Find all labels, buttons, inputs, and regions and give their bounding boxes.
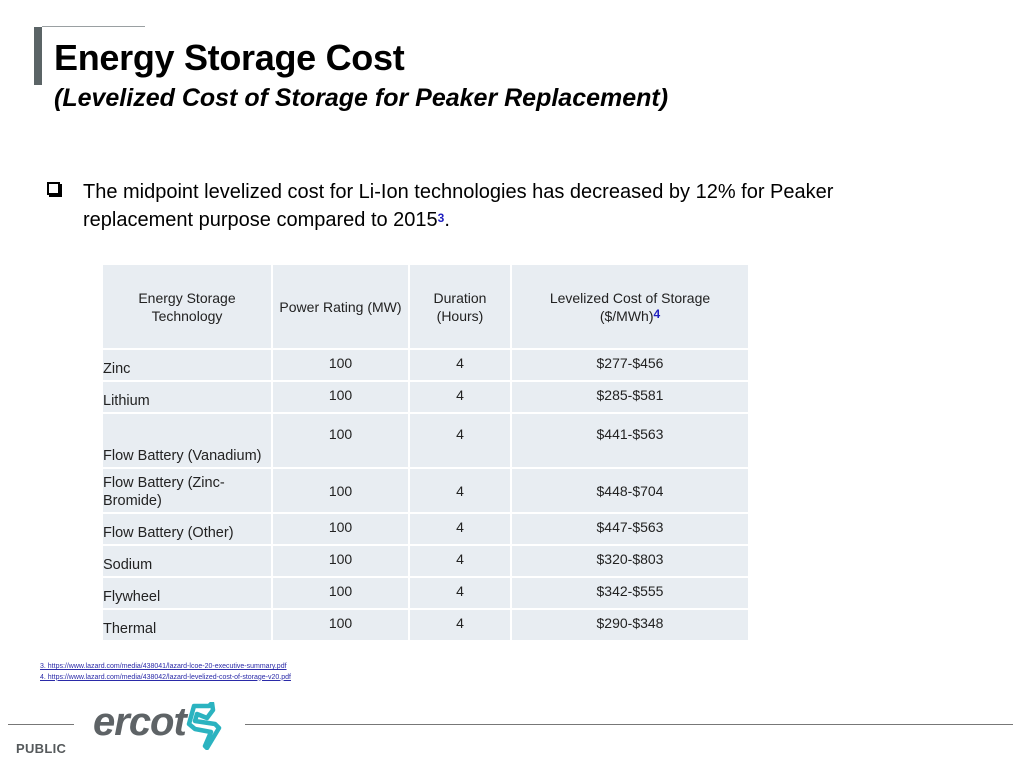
cell-lcos: $320-$803 xyxy=(512,546,748,576)
header-power-rating: Power Rating (MW) xyxy=(273,265,408,348)
lcos-table: Energy Storage Technology Power Rating (… xyxy=(101,263,750,642)
header-duration-label: Duration (Hours) xyxy=(433,289,487,324)
cell-technology: Lithium xyxy=(103,382,271,412)
cell-lcos: $285-$581 xyxy=(512,382,748,412)
cell-lcos: $277-$456 xyxy=(512,350,748,380)
footer-divider-left xyxy=(8,724,74,725)
footnotes: 3. https://www.lazard.com/media/438041/l… xyxy=(40,662,291,683)
cell-lcos: $447-$563 xyxy=(512,514,748,544)
cell-technology: Flow Battery (Other) xyxy=(103,514,271,544)
cell-technology: Sodium xyxy=(103,546,271,576)
cell-technology: Thermal xyxy=(103,610,271,640)
cell-lcos: $441-$563 xyxy=(512,414,748,467)
footnote-ref-4[interactable]: 4 xyxy=(653,306,661,321)
cell-duration: 4 xyxy=(410,382,510,412)
footnote-ref-3[interactable]: 3 xyxy=(437,211,445,225)
cell-duration: 4 xyxy=(410,514,510,544)
bullet-body: The midpoint levelized cost for Li-Ion t… xyxy=(83,181,834,231)
header-duration: Duration (Hours) xyxy=(410,265,510,348)
cell-technology: Flow Battery (Vanadium) xyxy=(103,414,271,467)
cell-duration: 4 xyxy=(410,578,510,608)
cell-lcos: $290-$348 xyxy=(512,610,748,640)
header-lcos-text: Levelized Cost of Storage ($/MWh) xyxy=(549,289,711,324)
cell-technology: Zinc xyxy=(103,350,271,380)
ercot-logo-text: ercot xyxy=(93,700,187,744)
cell-lcos: $448-$704 xyxy=(512,469,748,512)
cell-duration: 4 xyxy=(410,546,510,576)
header-lcos: Levelized Cost of Storage ($/MWh)4 xyxy=(512,265,748,348)
cell-lcos: $342-$555 xyxy=(512,578,748,608)
table-row: Thermal 100 4 $290-$348 xyxy=(103,610,748,640)
title-accent-line xyxy=(42,26,145,27)
table-row: Flow Battery (Other) 100 4 $447-$563 xyxy=(103,514,748,544)
hollow-square-bullet-icon xyxy=(47,182,60,195)
table-row: Zinc 100 4 $277-$456 xyxy=(103,350,748,380)
page-title: Energy Storage Cost xyxy=(54,37,405,78)
classification-label: PUBLIC xyxy=(16,741,67,756)
header-technology: Energy Storage Technology xyxy=(103,265,271,348)
header-lcos-label: Levelized Cost of Storage ($/MWh)4 xyxy=(540,289,720,325)
table-row: Flow Battery (Vanadium) 100 4 $441-$563 xyxy=(103,414,748,467)
cell-power: 100 xyxy=(273,514,408,544)
cell-technology: Flow Battery (Zinc-Bromide) xyxy=(103,469,271,512)
cell-power: 100 xyxy=(273,350,408,380)
bullet-text: The midpoint levelized cost for Li-Ion t… xyxy=(83,178,883,234)
cell-power: 100 xyxy=(273,546,408,576)
table-header-row: Energy Storage Technology Power Rating (… xyxy=(103,265,748,348)
title-accent-bar xyxy=(34,27,42,85)
table-row: Flywheel 100 4 $342-$555 xyxy=(103,578,748,608)
header-technology-label: Energy Storage Technology xyxy=(138,289,236,324)
cell-power: 100 xyxy=(273,382,408,412)
cell-technology: Flywheel xyxy=(103,578,271,608)
footnote-link-4[interactable]: 4. https://www.lazard.com/media/438042/l… xyxy=(40,673,291,681)
bullet-trailing: . xyxy=(444,209,450,231)
cell-power: 100 xyxy=(273,469,408,512)
ercot-logo-mark-icon xyxy=(186,702,222,750)
cell-duration: 4 xyxy=(410,414,510,467)
cell-power: 100 xyxy=(273,610,408,640)
table-row: Sodium 100 4 $320-$803 xyxy=(103,546,748,576)
cell-duration: 4 xyxy=(410,469,510,512)
cell-power: 100 xyxy=(273,578,408,608)
page-subtitle: (Levelized Cost of Storage for Peaker Re… xyxy=(54,84,669,112)
footer-divider-right xyxy=(245,724,1013,725)
cell-duration: 4 xyxy=(410,610,510,640)
cell-duration: 4 xyxy=(410,350,510,380)
footnote-link-3[interactable]: 3. https://www.lazard.com/media/438041/l… xyxy=(40,663,287,670)
table-row: Lithium 100 4 $285-$581 xyxy=(103,382,748,412)
table-row: Flow Battery (Zinc-Bromide) 100 4 $448-$… xyxy=(103,469,748,512)
cell-power: 100 xyxy=(273,414,408,467)
